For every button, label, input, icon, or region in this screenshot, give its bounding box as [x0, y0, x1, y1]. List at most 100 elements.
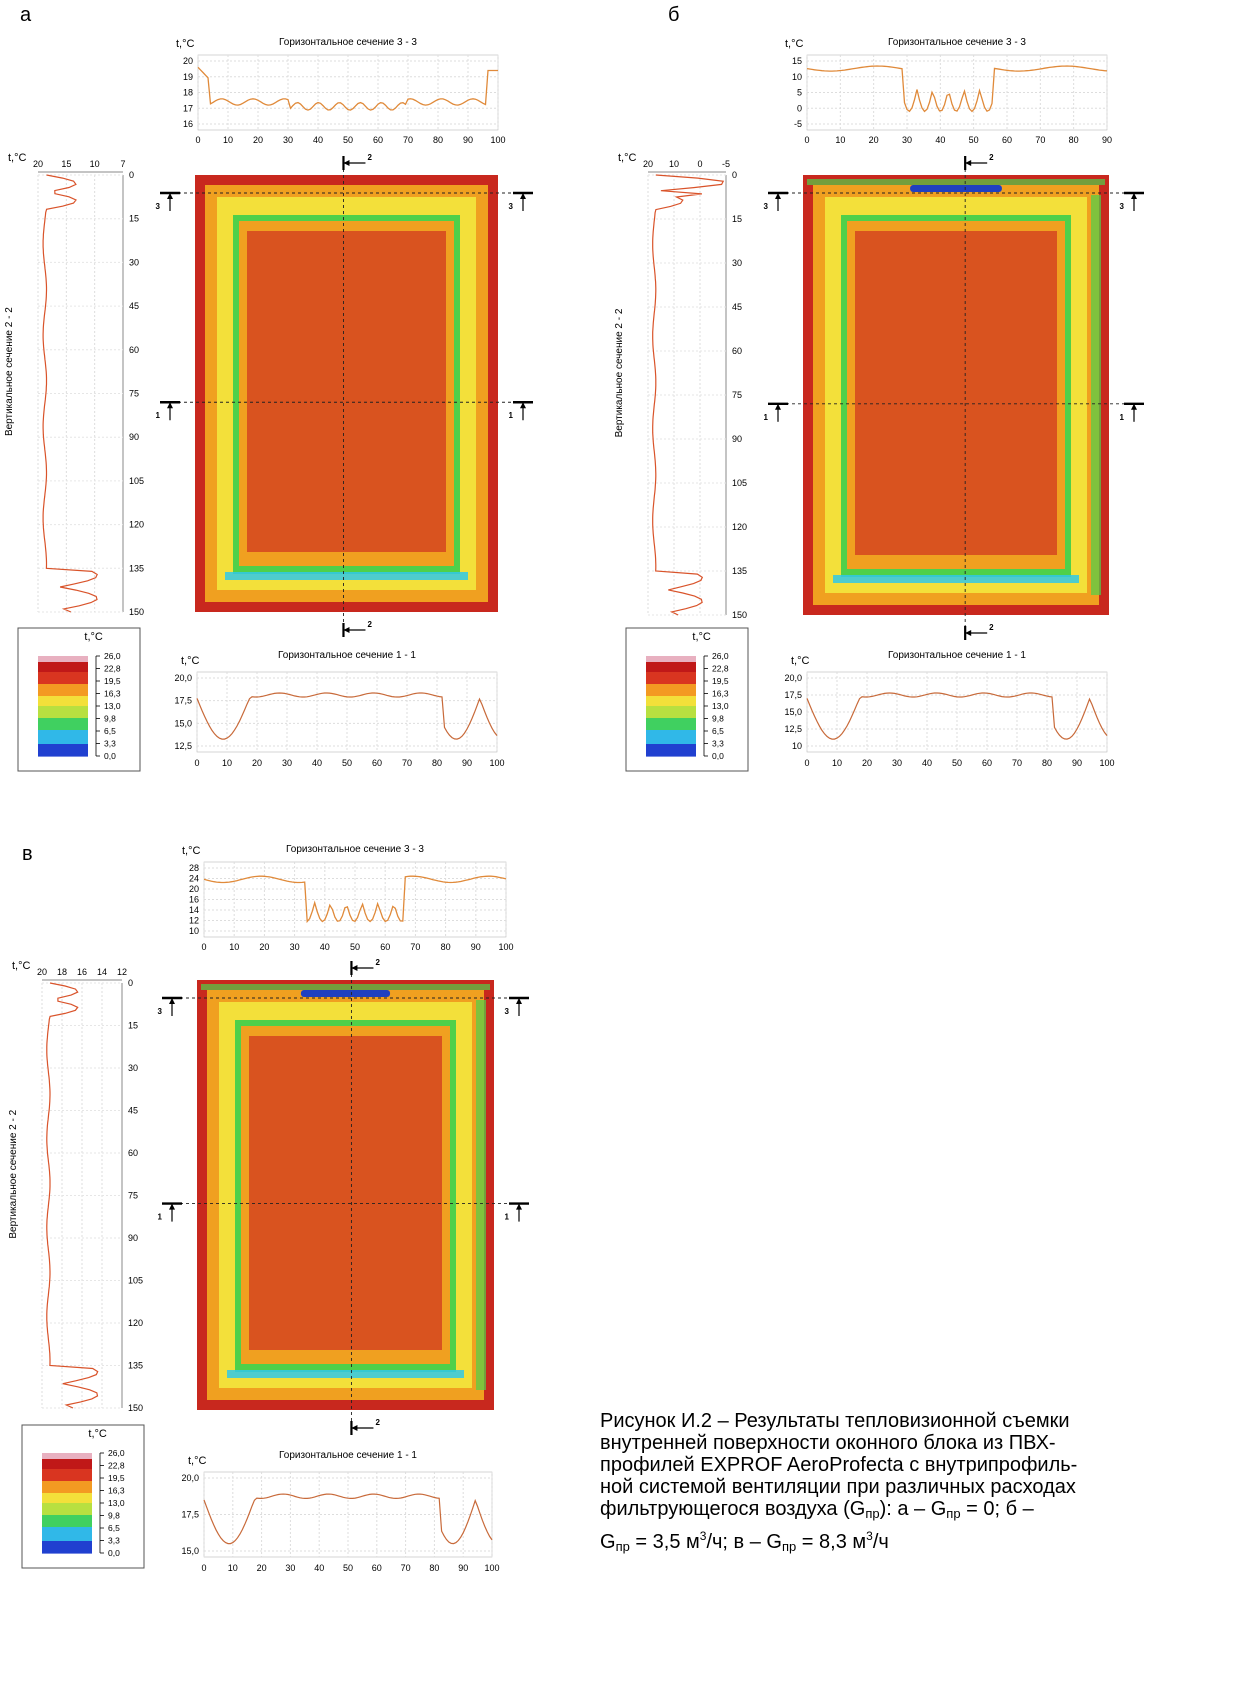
v-pos-tick: 0: [732, 170, 737, 180]
legend-swatch: [38, 662, 88, 665]
legend-swatch: [38, 724, 88, 727]
legend-swatch: [42, 1487, 92, 1490]
legend-swatch: [646, 718, 696, 721]
legend-swatch: [42, 1483, 92, 1486]
legend-value: 9,8: [104, 714, 116, 724]
legend-swatch: [646, 746, 696, 749]
section-1-marker-right-label: 1: [505, 1213, 510, 1222]
section-1-marker-left: 1: [764, 402, 788, 422]
legend-swatch: [38, 664, 88, 667]
h1-x-tick: 80: [1042, 758, 1052, 768]
section-3-marker-left: 3: [156, 191, 180, 211]
legend-swatch: [42, 1499, 92, 1502]
legend-swatch: [42, 1467, 92, 1470]
legend-swatch: [38, 682, 88, 685]
section-2-marker-top-label: 2: [989, 153, 994, 162]
section-1-marker-right: 1: [1120, 402, 1144, 422]
legend-swatch: [646, 722, 696, 725]
legend-swatch: [42, 1529, 92, 1532]
legend-swatch: [42, 1465, 92, 1468]
h3-y-tick: 15: [792, 56, 802, 66]
h1-x-tick: 70: [1012, 758, 1022, 768]
v-pos-tick: 90: [732, 434, 742, 444]
h1-chart: t,°C Горизонтальное сечение 1 - 1 0 10 20 30 4…: [181, 1450, 499, 1573]
h3-x-tick: 60: [1002, 135, 1012, 145]
legend-swatch: [646, 732, 696, 735]
h3-y-tick: 16: [189, 895, 199, 905]
h1-y-tick: 20,0: [784, 673, 802, 683]
h3-x-tick: 10: [223, 135, 233, 145]
h1-x-tick: 40: [312, 758, 322, 768]
legend-swatch: [42, 1545, 92, 1548]
legend-swatch: [646, 726, 696, 729]
legend-value: 16,3: [108, 1486, 125, 1496]
legend-swatch: [646, 728, 696, 731]
right-frame-cool: [476, 1000, 486, 1390]
caption-line-6: Gпр = 3,5 м3/ч; в – Gпр = 8,3 м3/ч: [600, 1529, 889, 1554]
section-3-marker-right: 3: [1120, 191, 1144, 211]
legend-swatch: [646, 712, 696, 715]
legend-swatch: [38, 744, 88, 747]
legend-swatch: [38, 738, 88, 741]
bottom-cold-strip: [225, 572, 468, 580]
h3-profile-curve: [203, 875, 507, 924]
legend-swatch: [42, 1521, 92, 1524]
h3-x-tick: 30: [290, 942, 300, 952]
v-pos-tick: 135: [128, 1361, 143, 1371]
h3-y-tick: 20: [183, 56, 193, 66]
legend-swatch: [38, 666, 88, 669]
legend-swatch: [42, 1535, 92, 1538]
h1-y-tick: 15,0: [174, 718, 192, 728]
h1-x-tick: 70: [402, 758, 412, 768]
legend-swatch: [42, 1525, 92, 1528]
h3-x-tick: 80: [1069, 135, 1079, 145]
legend-swatch: [646, 742, 696, 745]
legend-value: 22,8: [712, 664, 729, 674]
legend-swatch: [42, 1463, 92, 1466]
h3-x-tick: 30: [283, 135, 293, 145]
h1-y-tick: 17,5: [174, 696, 192, 706]
panel-letter-b: б: [668, 4, 680, 26]
thermal-image: 3 3 1 1 2 2: [156, 153, 533, 637]
section-3-marker-left-label: 3: [764, 202, 769, 211]
h3-y-tick: 19: [183, 72, 193, 82]
legend-swatch: [646, 680, 696, 683]
legend-value: 16,3: [712, 689, 729, 699]
v-pos-tick: 30: [129, 257, 139, 267]
legend-swatch: [42, 1549, 92, 1552]
section-2-marker-bottom: 2: [964, 623, 994, 640]
legend-value: 13,0: [108, 1498, 125, 1508]
v-pos-tick: 0: [129, 170, 134, 180]
legend-swatch: [646, 750, 696, 753]
h1-x-tick: 30: [285, 1563, 295, 1573]
legend-value: 26,0: [104, 651, 121, 661]
caption-line-2: внутренней поверхности оконного блока из…: [600, 1432, 1056, 1454]
v-profile-curve: [652, 174, 725, 616]
h3-x-tick: 80: [433, 135, 443, 145]
legend-swatch: [38, 702, 88, 705]
h1-unit-label: t,°C: [791, 655, 810, 667]
legend-swatch: [38, 716, 88, 719]
v-title: Вертикальное сечение 2 - 2: [4, 307, 15, 436]
legend-swatch: [38, 680, 88, 683]
h1-y-tick: 20,0: [174, 673, 192, 683]
panel-letter-v: в: [22, 843, 33, 865]
h1-unit-label: t,°C: [188, 1455, 207, 1467]
legend-swatch: [42, 1459, 92, 1462]
h1-title: Горизонтальное сечение 1 - 1: [278, 650, 416, 661]
legend-swatch: [38, 656, 88, 659]
legend-swatch: [646, 720, 696, 723]
legend-swatch: [42, 1531, 92, 1534]
h1-chart: t,°C Горизонтальное сечение 1 - 1 0 10 20 30 4…: [174, 650, 504, 768]
legend-swatch: [42, 1455, 92, 1458]
v-t-tick: 10: [669, 159, 679, 169]
section-3-marker-left-label: 3: [158, 1007, 163, 1016]
legend-value: 22,8: [104, 664, 121, 674]
legend-swatch: [38, 676, 88, 679]
h1-unit-label: t,°C: [181, 655, 200, 667]
legend-swatch: [42, 1533, 92, 1536]
h3-title: Горизонтальное сечение 3 - 3: [888, 37, 1026, 48]
section-2-marker-top: 2: [964, 153, 994, 170]
legend-swatch: [646, 692, 696, 695]
legend-swatch: [646, 740, 696, 743]
